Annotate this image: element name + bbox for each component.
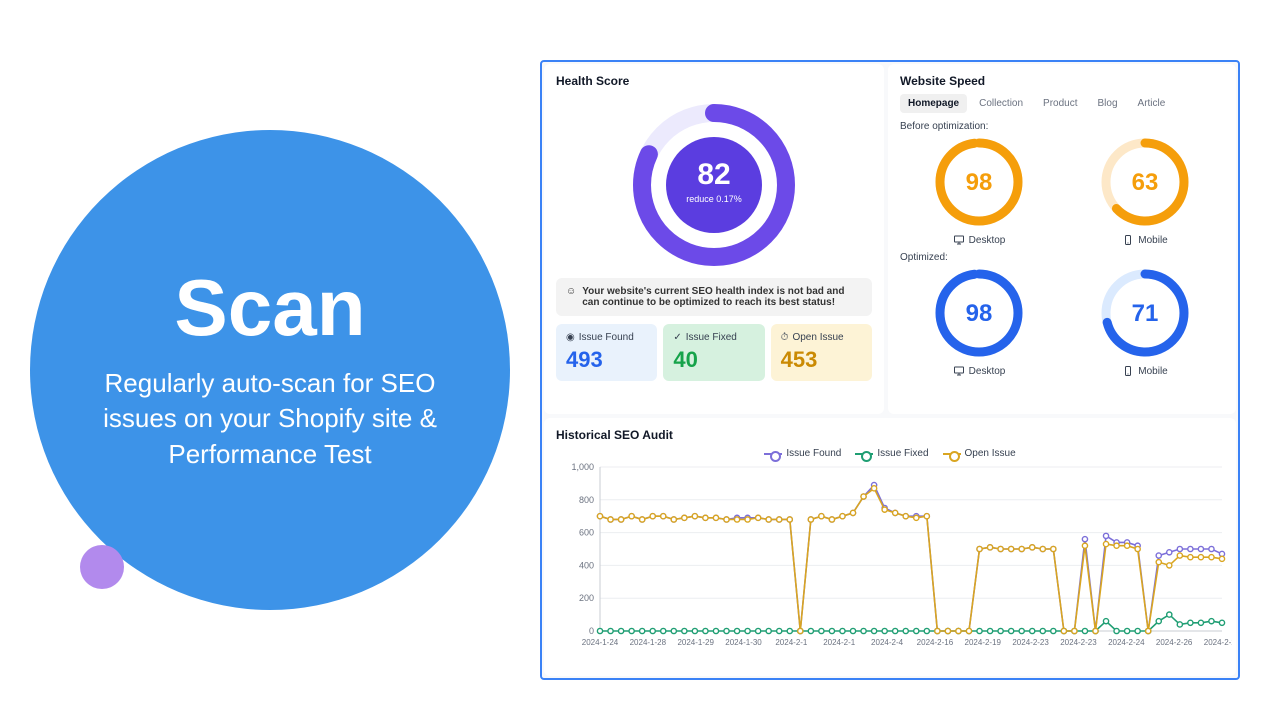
promo-title: Scan — [174, 268, 365, 348]
speed-before-row: 98 Desktop 63 Mobile — [900, 134, 1224, 246]
speed-desktop: 98 Desktop — [900, 134, 1058, 246]
tab-product[interactable]: Product — [1035, 94, 1085, 113]
stat-value: 453 — [781, 347, 862, 373]
legend-item: Issue Found — [764, 448, 841, 459]
svg-text:71: 71 — [1132, 300, 1159, 327]
website-speed-title: Website Speed — [900, 74, 1224, 88]
speed-optimized-row: 98 Desktop 71 Mobile — [900, 265, 1224, 377]
svg-text:400: 400 — [579, 560, 594, 570]
svg-text:82: 82 — [697, 158, 730, 191]
speed-mobile: 63 Mobile — [1066, 134, 1224, 246]
optimized-label: Optimized: — [900, 252, 1224, 263]
svg-text:2024-2-27: 2024-2-27 — [1204, 638, 1232, 647]
svg-text:98: 98 — [966, 300, 993, 327]
svg-text:2024-2-16: 2024-2-16 — [917, 638, 954, 647]
health-info-bar: ☺ Your website's current SEO health inde… — [556, 278, 872, 316]
health-stats-row: ◉Issue Found 493 ✓Issue Fixed 40 ⏱Open I… — [556, 324, 872, 381]
svg-text:200: 200 — [579, 593, 594, 603]
before-label: Before optimization: — [900, 121, 1224, 132]
dashboard: Health Score 82 reduce 0.17% ☺ Your webs… — [540, 60, 1240, 680]
svg-text:0: 0 — [589, 626, 594, 636]
promo-subtitle: Regularly auto-scan for SEO issues on yo… — [70, 366, 470, 471]
tab-collection[interactable]: Collection — [971, 94, 1031, 113]
stat-label: ✓Issue Fixed — [673, 332, 754, 343]
svg-text:63: 63 — [1132, 169, 1159, 196]
svg-text:2024-2-24: 2024-2-24 — [1108, 638, 1145, 647]
svg-text:800: 800 — [579, 495, 594, 505]
tab-homepage[interactable]: Homepage — [900, 94, 967, 113]
stat-label: ⏱Open Issue — [781, 332, 862, 343]
promo-accent-bubble — [80, 545, 124, 589]
svg-text:2024-1-30: 2024-1-30 — [725, 638, 762, 647]
eye-icon: ◉ — [566, 332, 575, 343]
health-info-text: Your website's current SEO health index … — [582, 286, 862, 308]
alert-icon: ⏱ — [781, 332, 789, 343]
health-gauge: 82 reduce 0.17% — [556, 94, 872, 274]
svg-text:2024-2-19: 2024-2-19 — [965, 638, 1002, 647]
svg-text:reduce 0.17%: reduce 0.17% — [686, 194, 742, 204]
historical-chart-panel: Historical SEO Audit Issue Found Issue Fi… — [544, 418, 1236, 676]
stat-card: ✓Issue Fixed 40 — [663, 324, 764, 381]
svg-text:2024-2-1: 2024-2-1 — [775, 638, 808, 647]
svg-text:2024-1-24: 2024-1-24 — [582, 638, 619, 647]
health-score-panel: Health Score 82 reduce 0.17% ☺ Your webs… — [544, 64, 884, 414]
svg-text:2024-1-29: 2024-1-29 — [677, 638, 714, 647]
svg-text:2024-1-28: 2024-1-28 — [630, 638, 667, 647]
check-icon: ✓ — [673, 332, 681, 343]
device-label: Mobile — [1122, 365, 1167, 377]
legend-item: Issue Fixed — [855, 448, 928, 459]
chart-legend: Issue Found Issue Fixed Open Issue — [556, 448, 1224, 459]
tab-blog[interactable]: Blog — [1090, 94, 1126, 113]
stat-value: 493 — [566, 347, 647, 373]
promo-circle: Scan Regularly auto-scan for SEO issues … — [30, 130, 510, 610]
stat-label: ◉Issue Found — [566, 332, 647, 343]
legend-item: Open Issue — [943, 448, 1016, 459]
stat-value: 40 — [673, 347, 754, 373]
svg-text:600: 600 — [579, 528, 594, 538]
device-label: Desktop — [953, 234, 1006, 246]
tab-article[interactable]: Article — [1130, 94, 1174, 113]
device-label: Desktop — [953, 365, 1006, 377]
svg-text:2024-2-1: 2024-2-1 — [823, 638, 856, 647]
stat-card: ◉Issue Found 493 — [556, 324, 657, 381]
historical-chart-title: Historical SEO Audit — [556, 428, 1224, 442]
svg-text:98: 98 — [966, 169, 993, 196]
website-speed-panel: Website Speed HomepageCollectionProduct B… — [888, 64, 1236, 414]
svg-text:2024-2-23: 2024-2-23 — [1012, 638, 1049, 647]
health-score-title: Health Score — [556, 74, 872, 88]
svg-text:2024-2-26: 2024-2-26 — [1156, 638, 1193, 647]
svg-text:2024-2-23: 2024-2-23 — [1060, 638, 1097, 647]
speed-tabs: HomepageCollectionProduct BlogArticle — [900, 94, 1224, 113]
stat-card: ⏱Open Issue 453 — [771, 324, 872, 381]
speed-mobile: 71 Mobile — [1066, 265, 1224, 377]
svg-text:2024-2-4: 2024-2-4 — [871, 638, 904, 647]
svg-text:1,000: 1,000 — [571, 462, 594, 472]
device-label: Mobile — [1122, 234, 1167, 246]
historical-chart: 0 200 400 600 800 1,000 2024-1-24 2024-1-28 2024… — [556, 461, 1232, 661]
speed-desktop: 98 Desktop — [900, 265, 1058, 377]
info-icon: ☺ — [566, 286, 576, 297]
